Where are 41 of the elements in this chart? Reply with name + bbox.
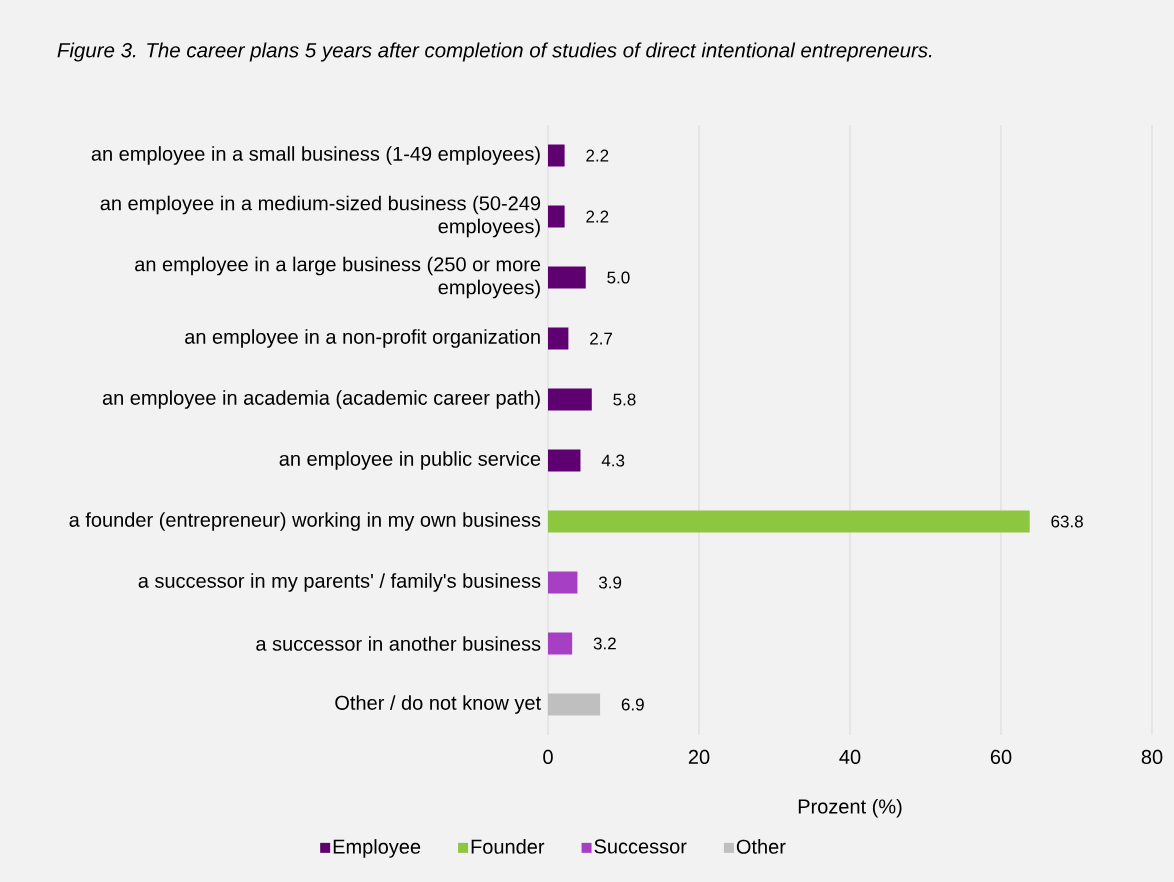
x-tick-label: 60 xyxy=(990,749,1012,765)
legend-label: Successor xyxy=(594,839,687,854)
y-tick-label: Other / do not know yet xyxy=(335,695,541,714)
data-label: 5.0 xyxy=(607,271,630,284)
y-tick-label: an employee in a small business (1-49 employees) xyxy=(91,146,540,165)
bar xyxy=(548,266,586,289)
bar xyxy=(548,632,573,655)
bar xyxy=(548,327,569,350)
y-tick-label: an employee in public service xyxy=(279,451,541,470)
y-tick-label: an employee in a non-profit organization xyxy=(185,329,540,348)
data-label: 3.2 xyxy=(593,637,616,650)
x-tick-label: 40 xyxy=(839,749,861,765)
bar xyxy=(548,510,1030,533)
data-label: 3.9 xyxy=(598,576,622,589)
data-label: 6.9 xyxy=(621,698,644,711)
x-tick-label: 80 xyxy=(1141,749,1163,765)
legend-label: Founder xyxy=(471,839,545,854)
y-tick-label: a successor in my parents' / family's business xyxy=(138,573,541,592)
y-tick-label: an employee in a medium-sized business (50-249 employees) xyxy=(100,195,541,238)
bar xyxy=(548,571,578,594)
data-label: 2.7 xyxy=(590,332,613,345)
data-label: 5.8 xyxy=(613,393,636,406)
data-label: 63.8 xyxy=(1051,515,1083,528)
bar xyxy=(548,205,565,228)
data-label: 2.2 xyxy=(586,210,609,223)
x-axis-title: Prozent (%) xyxy=(798,798,902,818)
bar xyxy=(548,144,565,167)
y-tick-label: an employee in a large business (250 or more employees) xyxy=(135,256,541,299)
y-tick-label: a successor in another business xyxy=(256,636,541,651)
data-label: 4.3 xyxy=(601,454,625,467)
x-tick-label: 20 xyxy=(688,749,710,765)
bar xyxy=(548,449,581,472)
legend-label: Other xyxy=(736,839,786,854)
chart-title: Figure 3. The career plans 5 years after completion of studies of direct intentional entrepreneurs. xyxy=(57,42,932,62)
y-tick-label: an employee in academia (academic career path) xyxy=(102,390,540,409)
y-tick-label: a founder (entrepreneur) working in my own business xyxy=(69,512,541,531)
bar xyxy=(548,388,592,411)
bar xyxy=(548,693,601,716)
x-tick-label: 0 xyxy=(543,749,553,765)
data-label: 2.2 xyxy=(586,149,609,162)
legend-label: Employee xyxy=(333,839,421,858)
